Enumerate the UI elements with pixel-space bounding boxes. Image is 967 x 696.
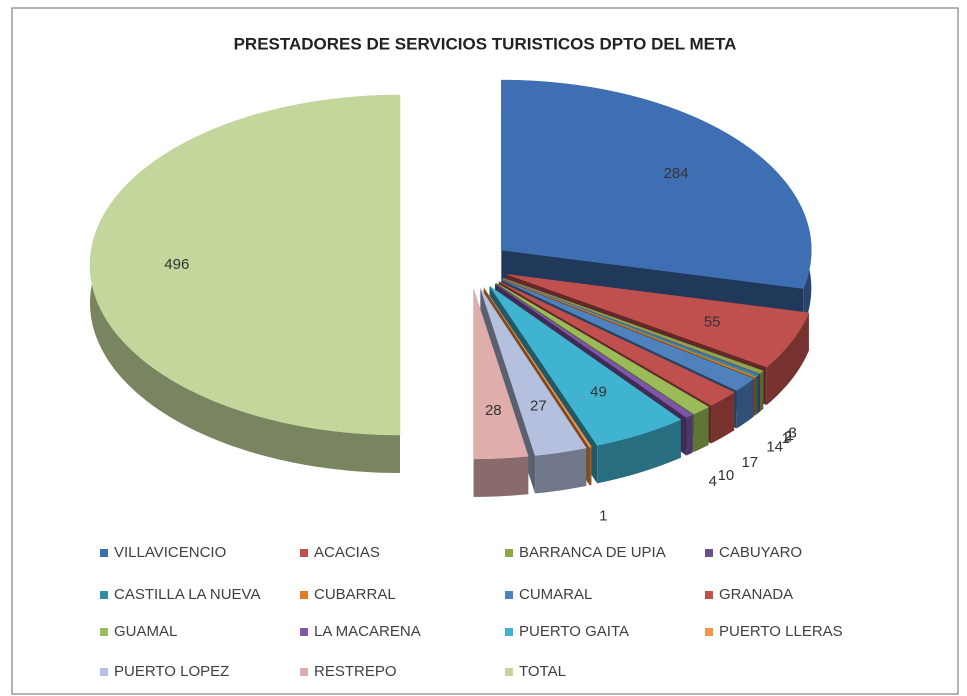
chart-title: PRESTADORES DE SERVICIOS TURISTICOS DPTO… (234, 34, 737, 53)
slice-side (736, 378, 754, 429)
legend-label: CABUYARO (719, 544, 802, 561)
data-label: 14 (766, 438, 783, 455)
data-label: 2 (784, 428, 792, 445)
slice (502, 278, 757, 379)
data-label: 284 (664, 165, 689, 182)
data-label: 17 (741, 454, 758, 471)
legend-swatch (705, 549, 713, 557)
slice-side (756, 374, 759, 415)
slice-side (758, 373, 760, 413)
data-label: 55 (704, 313, 721, 330)
slice (494, 283, 694, 418)
slice-side (686, 414, 693, 456)
slice (496, 282, 710, 415)
legend-label: RESTREPO (314, 663, 397, 680)
slice (501, 79, 812, 289)
slice-side (766, 312, 809, 406)
slice (502, 278, 759, 377)
legend-swatch (300, 668, 308, 676)
legend-swatch (100, 591, 108, 599)
legend-swatch (100, 668, 108, 676)
data-label: 496 (164, 256, 189, 273)
legend-label: CUMARAL (519, 586, 592, 603)
slice (473, 288, 529, 460)
data-label: 1 (786, 427, 794, 444)
legend-label: VILLAVICENCIO (114, 544, 226, 561)
data-label: 4 (709, 473, 717, 490)
legend-label: BARRANCA DE UPIA (519, 544, 666, 561)
slice (501, 279, 755, 391)
slice-side (473, 456, 529, 497)
slice (89, 94, 401, 436)
slice (483, 287, 592, 448)
legend-swatch (505, 549, 513, 557)
legend-label: PUERTO GAITA (519, 623, 629, 640)
data-label: 49 (590, 384, 607, 401)
slice (498, 281, 735, 406)
legend-swatch (100, 549, 108, 557)
data-label: 27 (530, 397, 547, 414)
data-label: 10 (718, 467, 735, 484)
slice-side (693, 406, 709, 453)
slice-side (535, 447, 587, 494)
slice (503, 278, 764, 374)
legend-label: GRANADA (719, 586, 793, 603)
slice (506, 274, 810, 368)
legend-swatch (705, 628, 713, 636)
legend-label: GUAMAL (114, 623, 177, 640)
slice-side (589, 446, 592, 486)
slice (480, 288, 587, 456)
slice-side (597, 419, 681, 484)
legend-swatch (505, 668, 513, 676)
data-label: 3 (788, 425, 796, 442)
legend-label: LA MACARENA (314, 623, 421, 640)
legend-label: ACACIAS (314, 544, 380, 561)
legend-label: CASTILLA LA NUEVA (114, 586, 260, 603)
legend-label: TOTAL (519, 663, 566, 680)
slice-side (754, 376, 756, 416)
legend: VILLAVICENCIO ACACIAS BARRANCA DE UPIA CABU… (100, 544, 843, 680)
legend-swatch (300, 628, 308, 636)
legend-label: PUERTO LOPEZ (114, 663, 229, 680)
legend-swatch (100, 628, 108, 636)
data-label: 1 (782, 430, 790, 447)
legend-label: CUBARRAL (314, 586, 396, 603)
legend-label: PUERTO LLERAS (719, 623, 843, 640)
legend-swatch (505, 591, 513, 599)
slice (489, 285, 682, 446)
legend-swatch (505, 628, 513, 636)
legend-swatch (300, 591, 308, 599)
data-label: 1 (599, 507, 607, 524)
slice-side (711, 392, 735, 444)
legend-swatch (300, 549, 308, 557)
legend-swatch (705, 591, 713, 599)
data-label: 28 (485, 402, 502, 419)
slice (502, 278, 761, 376)
slice-side (759, 370, 764, 412)
